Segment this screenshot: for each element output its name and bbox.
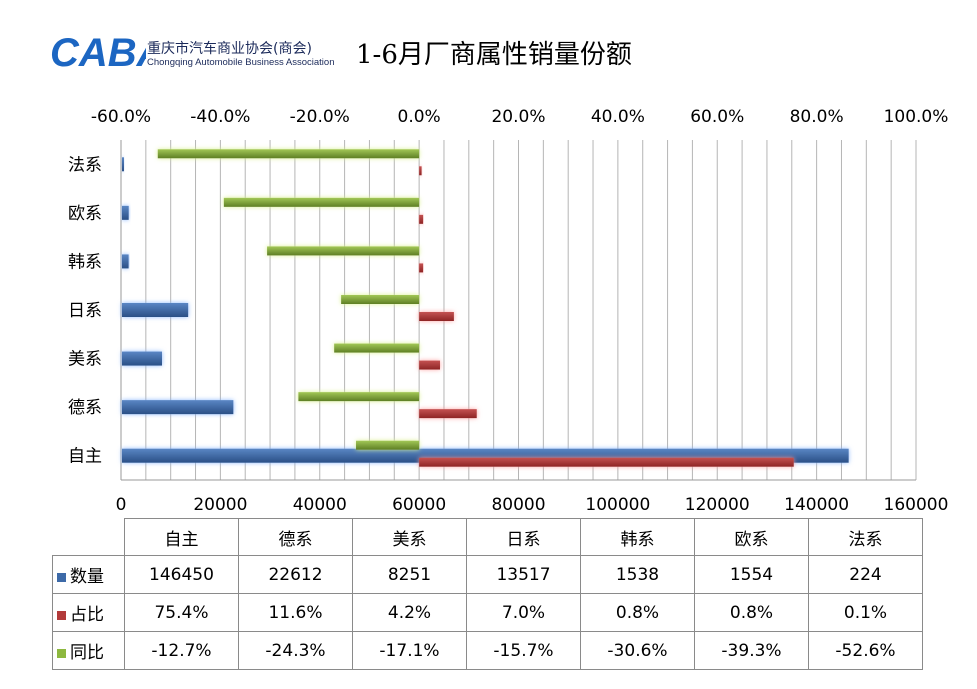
bar-yoy — [157, 149, 420, 159]
bar-yoy — [267, 246, 420, 256]
table-cell: -15.7% — [466, 631, 581, 670]
table-cell: -12.7% — [124, 631, 239, 670]
top-axis-tick-label: -20.0% — [290, 107, 350, 127]
table-header-cell: 美系 — [352, 518, 467, 556]
table-header-cell: 法系 — [808, 518, 923, 556]
table-corner — [52, 518, 125, 556]
logo-chinese-name: 重庆市汽车商业协会(商会) — [147, 41, 312, 57]
bottom-axis-tick-label: 100000 — [585, 495, 650, 515]
top-axis-tick-label: 0.0% — [398, 107, 441, 127]
bar-share — [419, 360, 440, 370]
category-label: 欧系 — [68, 204, 102, 224]
gridlines — [120, 140, 917, 481]
table-header-cell: 日系 — [466, 518, 581, 556]
category-label: 日系 — [68, 301, 102, 321]
bottom-axis-tick-label: 40000 — [293, 495, 347, 515]
category-label: 自主 — [68, 447, 102, 467]
bottom-axis-tick-label: 120000 — [685, 495, 750, 515]
table-cell: -30.6% — [580, 631, 695, 670]
axis-labels: -60.0% -40.0% -20.0% 0.0% 20.0% 40.0% 60.0% 80.… — [68, 107, 948, 515]
bar-share — [419, 409, 477, 419]
table-cell: 146450 — [124, 555, 239, 594]
header: CABA 重庆市汽车商业协会(商会) Chongqing Automobile … — [0, 0, 977, 100]
legend-label: 占比 — [70, 605, 104, 625]
table-cell: 1538 — [580, 555, 695, 594]
table-cell: 0.8% — [580, 593, 695, 632]
category-label: 德系 — [68, 398, 102, 418]
legend-key-yoy — [57, 648, 66, 658]
bar-share — [419, 312, 454, 321]
table-cell: 8251 — [352, 555, 467, 594]
logo-lettering: CABA — [50, 32, 146, 72]
table-cell: 0.1% — [808, 593, 923, 632]
category-label: 韩系 — [68, 252, 102, 272]
table-cell: 13517 — [466, 555, 581, 594]
table-row-yoy: 同比 -12.7% -24.3% -17.1% -15.7% -30.6% -39.3% -5… — [52, 631, 923, 670]
bar-yoy — [223, 197, 420, 207]
bar-volume — [122, 254, 129, 269]
bar-volume — [122, 205, 129, 220]
top-axis-tick-label: -40.0% — [190, 107, 250, 127]
bottom-axis-tick-label: 140000 — [784, 495, 849, 515]
bottom-axis-tick-label: 160000 — [884, 495, 949, 515]
bar-yoy — [356, 440, 420, 450]
bar-volume — [122, 157, 124, 172]
legend-label: 同比 — [70, 643, 104, 663]
table-cell: -24.3% — [238, 631, 353, 670]
table-cell: 1554 — [694, 555, 809, 594]
bar-share — [419, 214, 424, 224]
bar-chart: -60.0% -40.0% -20.0% 0.0% 20.0% 40.0% 60.0% 80.… — [68, 107, 948, 515]
top-axis-tick-label: 60.0% — [690, 107, 744, 127]
table-cell: -52.6% — [808, 631, 923, 670]
chart-title: 1-6月厂商属性销量份额 — [356, 40, 632, 70]
legend-label: 数量 — [70, 567, 104, 587]
table-cell: 0.8% — [694, 593, 809, 632]
top-axis-tick-label: 40.0% — [591, 107, 645, 127]
legend-key-share — [57, 610, 66, 620]
table-header-cell: 德系 — [238, 518, 353, 556]
bar-share — [419, 166, 422, 176]
table-header-cell: 自主 — [124, 518, 239, 556]
table-cell: 22612 — [238, 555, 353, 594]
table-header-cell: 韩系 — [580, 518, 695, 556]
logo-english-name: Chongqing Automobile Business Associatio… — [147, 57, 335, 68]
table-cell: -39.3% — [694, 631, 809, 670]
table-cell: 11.6% — [238, 593, 353, 632]
bar-yoy — [298, 392, 420, 402]
bottom-axis-tick-label: 0 — [116, 495, 127, 515]
bar-volume — [122, 400, 234, 415]
bottom-axis-tick-label: 80000 — [491, 495, 545, 515]
top-axis-tick-label: 20.0% — [491, 107, 545, 127]
table-cell: -17.1% — [352, 631, 467, 670]
table-cell: 224 — [808, 555, 923, 594]
top-axis-tick-label: -60.0% — [91, 107, 151, 127]
legend-volume: 数量 — [52, 555, 125, 594]
top-axis-tick-label: 80.0% — [790, 107, 844, 127]
bar-yoy — [341, 295, 420, 304]
legend-key-volume — [57, 572, 66, 582]
bar-volume — [122, 303, 189, 317]
table-header-cell: 欧系 — [694, 518, 809, 556]
legend-yoy: 同比 — [52, 631, 125, 670]
caba-logo: CABA — [50, 32, 146, 72]
top-axis-tick-label: 100.0% — [884, 107, 949, 127]
bars — [122, 149, 849, 467]
legend-share: 占比 — [52, 593, 125, 632]
bar-yoy — [334, 343, 420, 353]
bottom-axis-tick-label: 20000 — [193, 495, 247, 515]
table-row-share: 占比 75.4% 11.6% 4.2% 7.0% 0.8% 0.8% 0.1% — [52, 593, 923, 632]
bottom-axis-tick-label: 60000 — [392, 495, 446, 515]
table-cell: 4.2% — [352, 593, 467, 632]
bar-volume — [122, 351, 162, 366]
category-label: 美系 — [68, 350, 102, 370]
table-row-volume: 数量 146450 22612 8251 13517 1538 1554 224 — [52, 555, 923, 594]
bar-share — [419, 263, 424, 273]
table-cell: 75.4% — [124, 593, 239, 632]
bar-share — [419, 457, 794, 467]
category-label: 法系 — [68, 155, 102, 175]
table-cell: 7.0% — [466, 593, 581, 632]
data-table: 自主 德系 美系 日系 韩系 欧系 法系数量 146450 22612 8251 13517 1538… — [52, 518, 923, 670]
